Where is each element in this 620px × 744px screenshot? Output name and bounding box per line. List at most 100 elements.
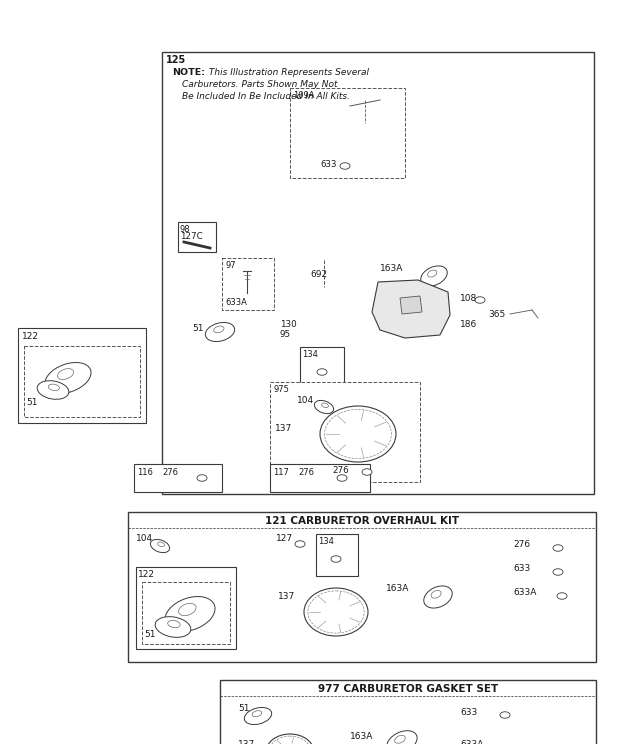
Ellipse shape [324,409,391,458]
Bar [300,347,344,387]
Ellipse shape [320,406,396,462]
Bar [316,534,358,576]
Bar [18,328,146,423]
Ellipse shape [155,617,191,638]
Text: 633: 633 [320,160,337,169]
Text: Carburetors. Parts Shown May Not: Carburetors. Parts Shown May Not [182,80,337,89]
Bar [128,512,596,662]
Text: 276: 276 [298,468,314,477]
Text: 633A: 633A [513,588,536,597]
Polygon shape [372,280,450,338]
Text: 692: 692 [310,270,327,279]
Text: 137: 137 [275,424,292,433]
Ellipse shape [37,381,69,400]
Ellipse shape [179,603,196,615]
Ellipse shape [317,369,327,375]
Ellipse shape [244,708,272,725]
Text: 137: 137 [238,740,255,744]
Ellipse shape [214,326,224,333]
Text: 633A: 633A [225,298,247,307]
Ellipse shape [304,588,368,636]
Ellipse shape [337,475,347,481]
Text: 975: 975 [273,385,289,394]
Text: 365: 365 [488,310,505,319]
Text: 276: 276 [162,468,178,477]
Text: 134: 134 [318,537,334,546]
Ellipse shape [167,620,180,628]
Ellipse shape [197,475,207,481]
Ellipse shape [331,556,341,562]
Text: 98: 98 [180,225,190,234]
Text: 121 CARBURETOR OVERHAUL KIT: 121 CARBURETOR OVERHAUL KIT [265,516,459,526]
Ellipse shape [428,270,437,277]
Bar [270,382,420,482]
Text: 163A: 163A [386,584,409,593]
Text: 276: 276 [332,466,348,475]
Ellipse shape [314,400,334,414]
Bar [162,52,594,494]
Text: 276: 276 [513,540,530,549]
Text: 130: 130 [280,320,297,329]
Text: 108: 108 [460,294,477,303]
Ellipse shape [500,712,510,718]
Ellipse shape [475,297,485,304]
Text: 127: 127 [276,534,293,543]
Ellipse shape [387,731,417,744]
Text: 104: 104 [297,396,314,405]
Ellipse shape [557,593,567,599]
Text: 134: 134 [302,350,318,359]
Ellipse shape [431,591,441,598]
Ellipse shape [423,586,452,608]
Bar [222,258,274,310]
Ellipse shape [58,368,74,379]
Text: 137: 137 [278,592,295,601]
Text: 97: 97 [225,261,236,270]
Text: 125: 125 [166,55,186,65]
Polygon shape [400,296,422,314]
Text: 122: 122 [138,570,155,579]
Ellipse shape [45,362,91,394]
Ellipse shape [362,469,372,475]
Text: Be Included In Be Included In All Kits.: Be Included In Be Included In All Kits. [182,92,350,101]
Text: 163A: 163A [380,264,404,273]
Ellipse shape [322,403,329,408]
Text: 51: 51 [238,704,249,713]
Bar [24,346,140,417]
Ellipse shape [205,322,235,341]
Ellipse shape [157,542,164,547]
Text: 51: 51 [192,324,203,333]
Text: 633: 633 [513,564,530,573]
Ellipse shape [266,734,314,744]
Bar [178,222,216,252]
Bar [136,567,236,649]
Text: 104: 104 [136,534,153,543]
Ellipse shape [151,539,170,553]
Text: 117: 117 [273,468,289,477]
Bar [220,680,596,744]
Text: 51: 51 [144,630,156,639]
Text: 51: 51 [26,398,37,407]
Text: 109A: 109A [293,91,314,100]
Ellipse shape [295,541,305,548]
Text: 122: 122 [22,332,39,341]
Text: NOTE:: NOTE: [172,68,205,77]
Text: This Illustration Represents Several: This Illustration Represents Several [206,68,369,77]
Text: 127C: 127C [180,232,203,241]
Ellipse shape [308,591,364,633]
Text: 977 CARBURETOR GASKET SET: 977 CARBURETOR GASKET SET [318,684,498,694]
Text: 116: 116 [137,468,153,477]
Ellipse shape [421,266,447,286]
Bar [270,464,370,492]
Text: 163A: 163A [350,732,373,741]
Ellipse shape [269,736,311,744]
Ellipse shape [340,163,350,169]
Bar [134,464,222,492]
Ellipse shape [165,597,215,632]
Text: 95: 95 [280,330,291,339]
Text: 633: 633 [460,708,477,717]
Ellipse shape [48,384,60,391]
Bar [290,88,405,178]
Ellipse shape [395,735,405,743]
Text: 633A: 633A [460,740,484,744]
Text: eReplacementParts.com: eReplacementParts.com [234,403,386,417]
